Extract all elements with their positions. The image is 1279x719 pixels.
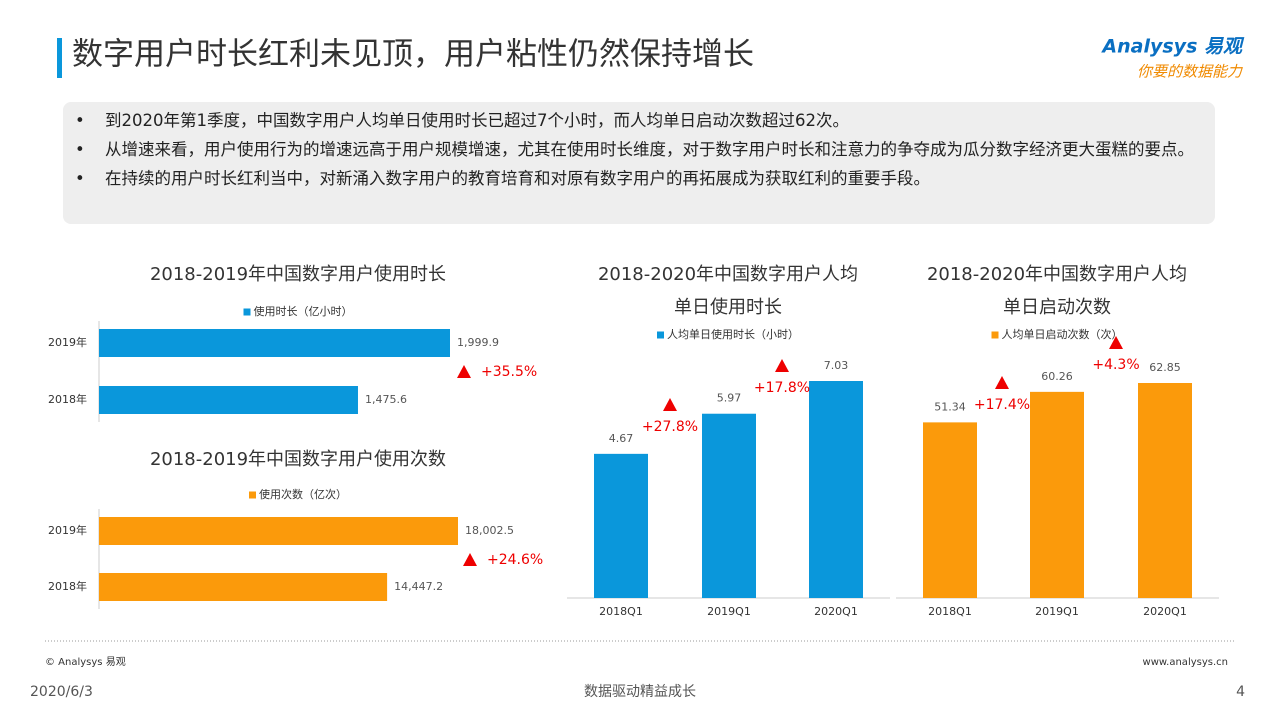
legend-swatch: [991, 331, 999, 339]
growth-label: +24.6%: [487, 552, 543, 568]
url: www.analysys.cn: [1143, 657, 1228, 668]
bar: [809, 381, 863, 598]
category-label: 2018Q1: [928, 605, 972, 618]
bar: [923, 422, 977, 598]
up-triangle: [463, 553, 477, 566]
bar: [594, 453, 648, 598]
up-triangle: [995, 376, 1009, 389]
category-label: 2019年: [48, 523, 87, 537]
value-label: 7.03: [824, 359, 849, 372]
category-label: 2019Q1: [707, 605, 751, 618]
bullet-box: 到2020年第1季度，中国数字用户人均单日使用时长已超过7个小时，而人均单日启动…: [63, 102, 1215, 224]
category-label: 2019Q1: [1035, 605, 1079, 618]
copyright: © Analysys 易观: [45, 656, 126, 668]
footer-slogan: 数据驱动精益成长: [584, 684, 696, 700]
value-label: 60.26: [1041, 370, 1073, 383]
bar: [99, 329, 450, 357]
value-label: 14,447.2: [394, 580, 443, 593]
value-label: 62.85: [1149, 361, 1181, 374]
bullet: 从增速来看，用户使用行为的增速远高于用户规模增速，尤其在使用时长维度，对于数字用…: [75, 135, 1195, 164]
up-triangle: [775, 359, 789, 372]
legend-label: 使用时长（亿小时）: [254, 305, 353, 318]
title-accent: [57, 38, 62, 78]
category-label: 2020Q1: [814, 605, 858, 618]
category-label: 2018年: [48, 392, 87, 406]
value-label: 18,002.5: [465, 524, 514, 537]
bullet: 到2020年第1季度，中国数字用户人均单日使用时长已超过7个小时，而人均单日启动…: [75, 106, 1195, 135]
page-title: 数字用户时长红利未见顶，用户粘性仍然保持增长: [72, 37, 754, 73]
chart-title: 单日使用时长: [674, 297, 782, 318]
date: 2020/6/3: [30, 684, 93, 700]
bar: [99, 517, 458, 545]
growth-label: +27.8%: [642, 419, 698, 435]
bar: [1030, 391, 1084, 598]
bar: [99, 386, 358, 414]
chart-title: 单日启动次数: [1003, 297, 1111, 318]
bullet: 在持续的用户时长红利当中，对新涌入数字用户的教育培育和对原有数字用户的再拓展成为…: [75, 164, 1195, 193]
legend-label: 人均单日使用时长（小时）: [667, 328, 799, 341]
up-triangle: [1109, 336, 1123, 349]
up-triangle: [663, 398, 677, 411]
category-label: 2019年: [48, 335, 87, 349]
value-label: 51.34: [934, 400, 966, 413]
legend-label: 人均单日启动次数（次）: [1002, 327, 1123, 341]
chart-title: 2018-2020年中国数字用户人均: [927, 264, 1187, 285]
growth-label: +17.4%: [974, 397, 1030, 413]
growth-label: +17.8%: [754, 380, 810, 396]
value-label: 1,999.9: [457, 336, 499, 349]
legend-swatch: [243, 308, 251, 316]
category-label: 2020Q1: [1143, 605, 1187, 618]
value-label: 4.67: [609, 432, 634, 445]
value-label: 5.97: [717, 392, 742, 405]
legend-swatch: [249, 491, 256, 499]
growth-label: +35.5%: [481, 364, 537, 380]
bar: [1138, 383, 1192, 598]
logo-name: Analysys 易观: [1100, 36, 1245, 58]
growth-label: +4.3%: [1092, 357, 1139, 373]
category-label: 2018Q1: [599, 605, 643, 618]
category-label: 2018年: [48, 579, 87, 593]
chart-title: 2018-2019年中国数字用户使用次数: [150, 449, 446, 470]
up-triangle: [457, 365, 471, 378]
value-label: 1,475.6: [365, 393, 407, 406]
legend-swatch: [657, 331, 664, 339]
chart-title: 2018-2020年中国数字用户人均: [598, 264, 858, 285]
bar: [702, 413, 756, 598]
legend-label: 使用次数（亿次）: [259, 487, 347, 501]
logo-slogan: 你要的数据能力: [1137, 63, 1243, 81]
chart-title: 2018-2019年中国数字用户使用时长: [150, 264, 446, 285]
page-number: 4: [1236, 684, 1245, 700]
bar: [99, 573, 388, 601]
